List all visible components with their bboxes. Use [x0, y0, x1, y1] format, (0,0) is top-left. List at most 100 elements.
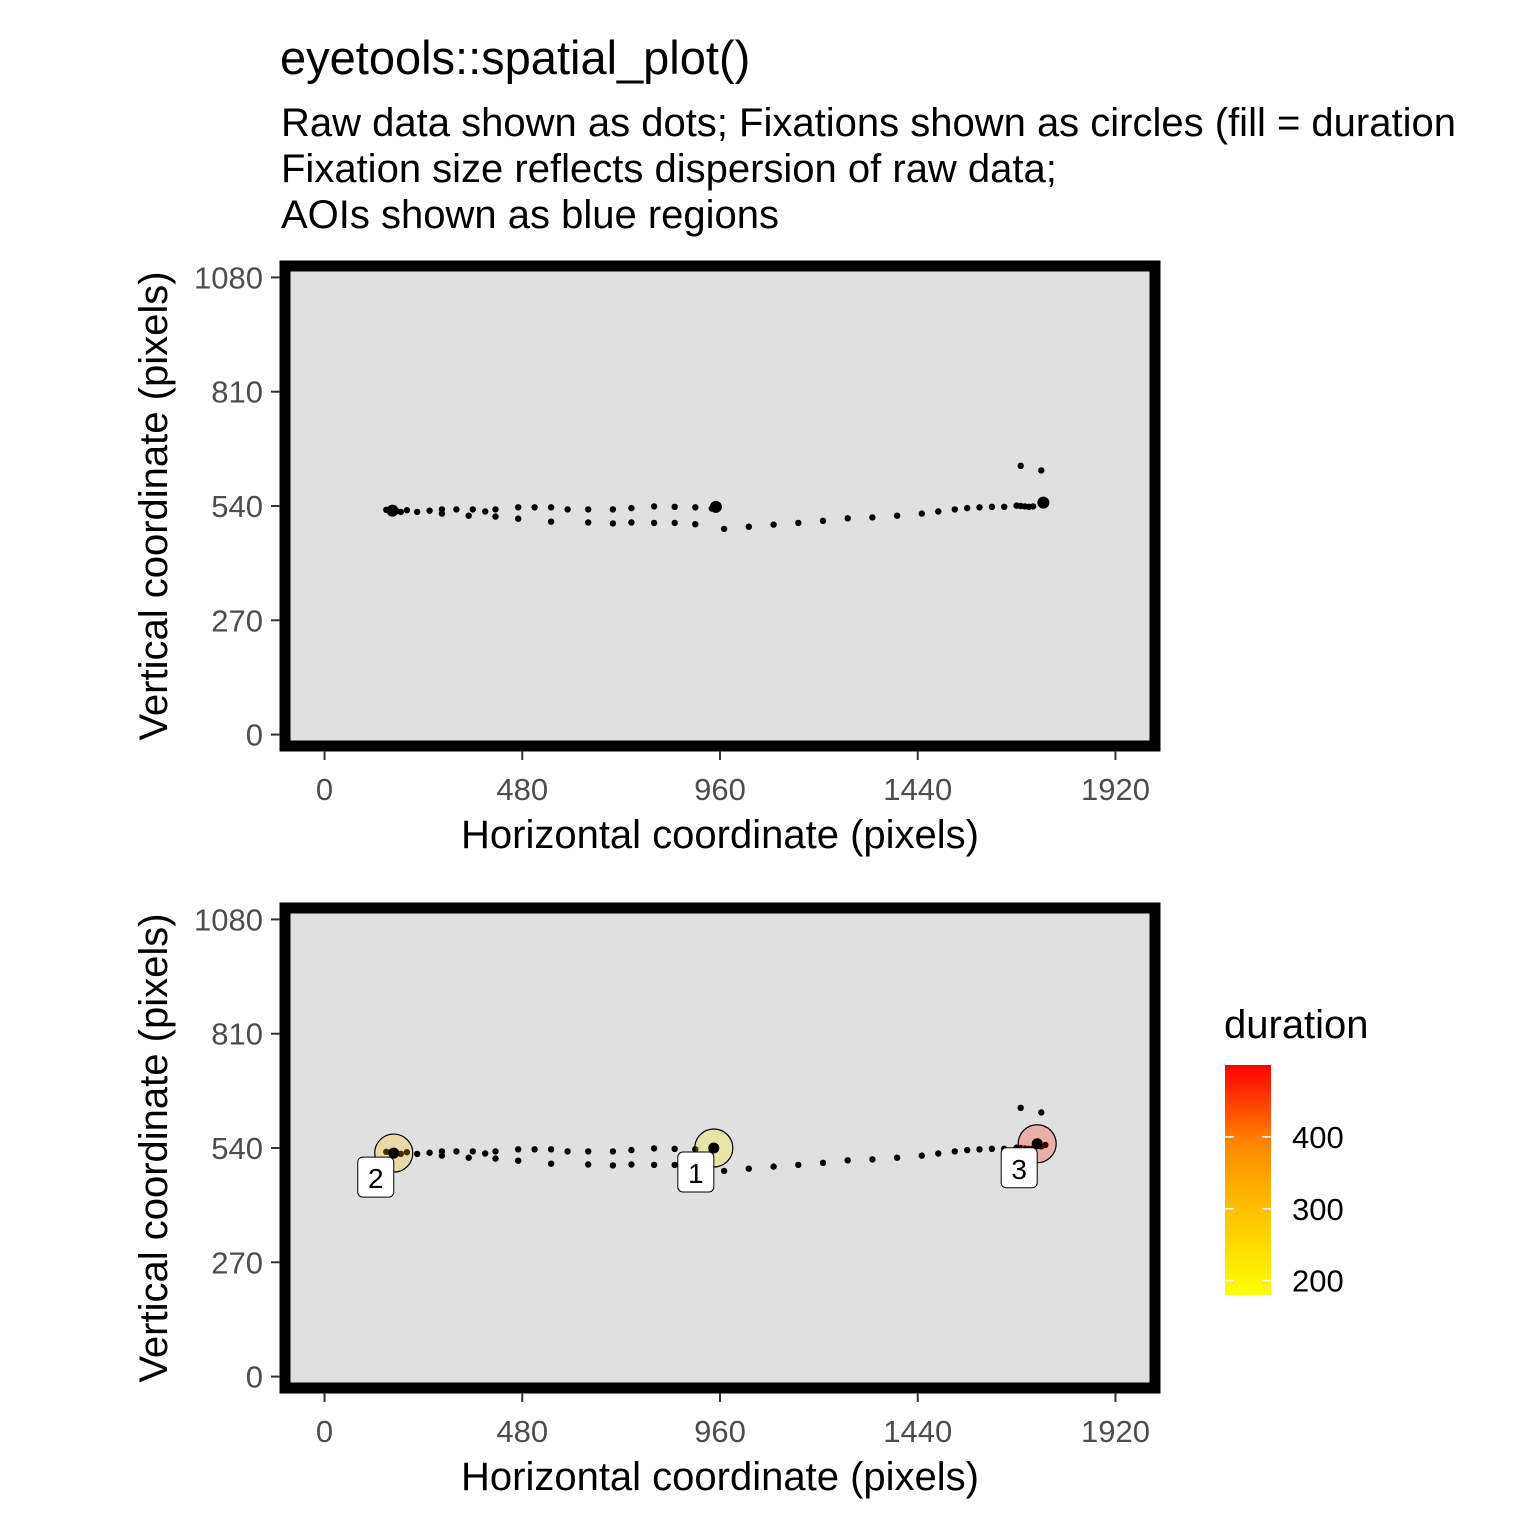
panel-border	[279, 260, 1161, 752]
raw-data-point	[628, 519, 635, 526]
y-axis-title: Vertical coordinate (pixels)	[132, 913, 176, 1382]
legend-tick-label: 200	[1292, 1264, 1344, 1299]
raw-data-point	[585, 1148, 592, 1155]
raw-data-point	[1029, 503, 1037, 510]
y-tick-label: 1080	[194, 902, 263, 937]
x-axis-title: Horizontal coordinate (pixels)	[461, 1455, 979, 1499]
raw-data-point	[609, 506, 617, 513]
fixation-center-dot	[388, 1147, 400, 1159]
raw-data-point	[585, 1161, 592, 1168]
fixation-center-dot	[708, 1142, 720, 1154]
raw-data-point	[492, 1155, 499, 1162]
raw-data-point	[515, 515, 522, 522]
raw-data-point	[720, 1167, 728, 1175]
y-tick-label: 270	[211, 1245, 263, 1280]
raw-data-point	[976, 504, 983, 511]
raw-data-point	[453, 506, 460, 513]
raw-data-point	[547, 518, 555, 525]
raw-data-point	[628, 504, 635, 512]
raw-data-point	[403, 507, 411, 514]
x-tick-label: 480	[496, 772, 548, 807]
x-tick-label: 0	[316, 772, 333, 807]
x-tick-label: 960	[694, 1414, 746, 1449]
panel-bottom: 1 2 3 0 480 960 1440 1920 0 270 540 810 1080 Horizont…	[132, 902, 1161, 1499]
raw-data-point	[745, 523, 752, 530]
raw-data-point	[515, 1146, 522, 1153]
x-tick-label: 1920	[1081, 772, 1150, 807]
raw-data-point	[465, 512, 472, 519]
raw-data-point	[585, 506, 592, 513]
raw-data-point	[515, 504, 522, 511]
fixation-label-box	[1000, 1147, 1038, 1189]
raw-data-point	[819, 517, 827, 524]
raw-data-point	[515, 1157, 522, 1164]
x-tick-label: 1440	[883, 772, 952, 807]
fixation-label-box	[357, 1156, 395, 1198]
raw-data-point	[650, 1145, 658, 1152]
raw-data-point	[951, 1148, 958, 1155]
raw-data-point	[564, 506, 571, 513]
raw-data-point	[1038, 467, 1045, 474]
raw-data-point	[976, 1146, 983, 1153]
raw-data-point	[671, 1161, 678, 1169]
raw-data-point	[397, 1150, 404, 1158]
raw-data-point	[671, 503, 678, 510]
raw-data-point	[628, 1146, 635, 1154]
raw-data-point	[438, 1152, 446, 1159]
raw-data-point	[414, 508, 421, 516]
raw-data-point	[1042, 1141, 1049, 1149]
panel-top: 0 480 960 1440 1920 0 270 540 810 1080 Horizontal …	[132, 260, 1161, 857]
raw-data-point	[469, 1148, 476, 1155]
raw-data-point	[692, 521, 699, 528]
raw-data-point	[609, 1162, 617, 1169]
raw-data-point	[935, 508, 942, 515]
raw-data-point	[918, 1152, 925, 1159]
raw-data-point	[893, 512, 901, 519]
legend-tick-label: 300	[1292, 1192, 1344, 1227]
raw-data-point	[869, 1156, 876, 1163]
raw-data-point	[547, 1146, 555, 1153]
raw-data-point	[492, 506, 499, 513]
raw-data-point	[609, 1148, 617, 1155]
raw-data-point	[426, 1149, 433, 1156]
raw-data-point	[720, 525, 728, 533]
raw-data-point	[650, 519, 658, 527]
y-tick-label: 540	[211, 489, 263, 524]
raw-data-point	[465, 1154, 472, 1161]
duration-legend: duration 200 300 400	[1224, 1003, 1369, 1299]
y-tick-label: 1080	[194, 260, 263, 295]
chart-subtitle-line-1: Raw data shown as dots; Fixations shown …	[281, 101, 1456, 145]
raw-data-point	[1017, 462, 1024, 469]
raw-data-point	[795, 519, 802, 527]
raw-data-point	[1017, 1104, 1024, 1112]
raw-data-point	[531, 1146, 538, 1153]
raw-data-point	[403, 1149, 411, 1156]
raw-data-point	[438, 510, 446, 517]
raw-data-point	[585, 519, 592, 526]
raw-data-point	[671, 519, 678, 527]
raw-data-point	[482, 1150, 489, 1157]
x-tick-label: 1920	[1081, 1414, 1150, 1449]
raw-data-point	[692, 504, 699, 511]
fixation-center-dot	[1031, 1138, 1043, 1150]
x-axis-title: Horizontal coordinate (pixels)	[461, 813, 979, 857]
x-tick-label: 480	[496, 1414, 548, 1449]
raw-data-point	[869, 514, 876, 521]
raw-data-point	[964, 504, 971, 512]
raw-data-point	[988, 503, 996, 510]
x-tick-label: 960	[694, 772, 746, 807]
raw-data-point	[819, 1159, 827, 1167]
raw-data-point	[628, 1161, 635, 1168]
legend-tick-label: 400	[1292, 1120, 1344, 1155]
raw-data-point	[531, 504, 538, 511]
fixation-marker	[709, 500, 722, 513]
fixation-marker	[386, 504, 399, 517]
raw-data-point	[844, 1157, 851, 1164]
legend-title: duration	[1224, 1003, 1369, 1047]
legend-colorbar	[1225, 1065, 1271, 1295]
raw-data-point	[893, 1154, 901, 1161]
fixation-label-box	[677, 1151, 715, 1193]
raw-data-point	[547, 504, 555, 511]
y-axis-title: Vertical coordinate (pixels)	[132, 271, 176, 740]
raw-data-point	[414, 1150, 421, 1158]
